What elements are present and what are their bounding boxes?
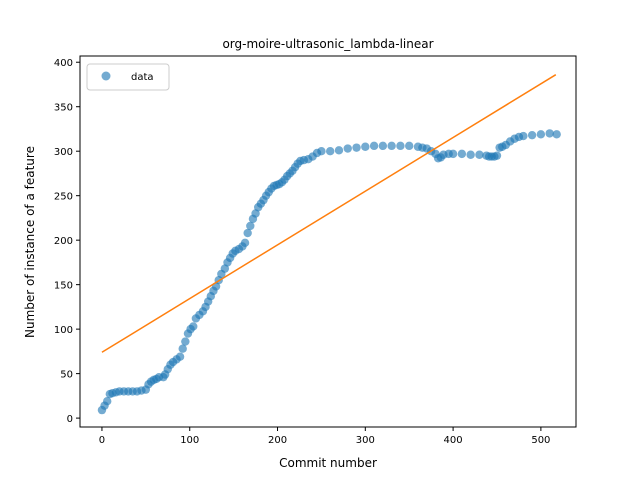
legend-label-data: data — [131, 72, 154, 83]
x-tick-label: 500 — [531, 435, 550, 446]
data-point — [334, 146, 344, 155]
x-tick-label: 400 — [444, 435, 463, 446]
data-point — [246, 221, 255, 231]
y-tick-label: 150 — [54, 281, 73, 292]
data-point — [325, 146, 335, 156]
data-point — [387, 141, 396, 151]
data-point — [396, 141, 405, 151]
data-point — [545, 129, 554, 138]
y-tick-label: 250 — [54, 192, 73, 203]
data-point — [378, 141, 388, 151]
data-point — [178, 344, 187, 353]
data-point — [492, 151, 502, 160]
data-point — [103, 396, 112, 406]
data-point — [343, 144, 352, 153]
y-tick-label: 0 — [67, 414, 73, 425]
x-tick-label: 300 — [356, 435, 375, 446]
data-point — [405, 141, 414, 151]
y-tick-label: 100 — [54, 325, 73, 336]
data-point — [317, 146, 326, 156]
data-point — [457, 149, 467, 159]
data-point — [189, 322, 198, 331]
axes: 0 100 200 300 400 500 0 50 100 150 200 250 300 350 400 — [54, 55, 577, 446]
data-point — [519, 131, 528, 141]
x-tick-label: 0 — [99, 435, 105, 446]
axes-frame — [79, 55, 577, 428]
legend: data — [86, 63, 170, 91]
fit-line — [101, 74, 557, 353]
data-point — [448, 149, 458, 159]
data-point — [552, 130, 561, 139]
y-tick-label: 200 — [54, 236, 73, 247]
data-point — [466, 150, 475, 159]
chart-title: org-moire-ultrasonic_lambda-linear — [222, 37, 433, 51]
data-point — [369, 141, 379, 151]
y-tick-label: 350 — [54, 103, 73, 114]
x-axis-label: Commit number — [279, 456, 377, 470]
data-point — [475, 150, 484, 159]
data-point — [240, 238, 250, 248]
data-point — [536, 130, 546, 139]
x-tick-label: 100 — [180, 435, 199, 446]
x-tick-label: 200 — [268, 435, 287, 446]
y-tick-label: 400 — [54, 58, 73, 69]
data-point — [243, 228, 252, 238]
data-point — [527, 130, 537, 140]
data-point — [352, 143, 361, 152]
legend-box — [86, 63, 170, 91]
data-point — [181, 337, 190, 346]
y-axis-label: Number of instance of a feature — [23, 146, 37, 338]
data-point — [361, 142, 370, 151]
y-tick-label: 300 — [54, 147, 73, 158]
plot-area — [97, 74, 561, 415]
data-point — [175, 352, 185, 361]
y-tick-label: 50 — [60, 370, 73, 381]
legend-marker-data — [101, 71, 111, 81]
